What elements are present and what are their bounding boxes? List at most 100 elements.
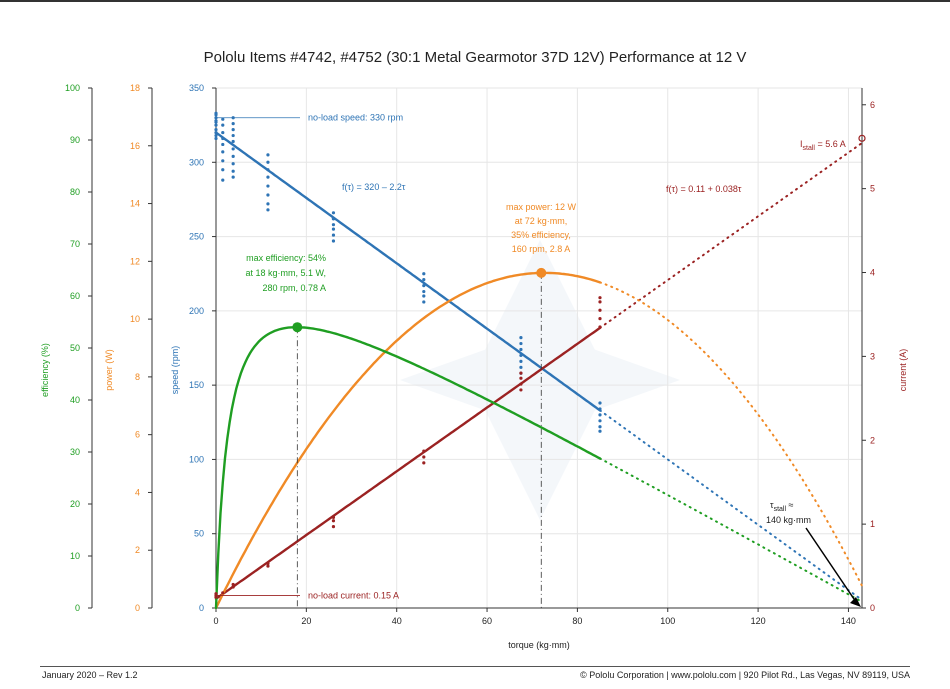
max-efficiency-label: max efficiency: 54%	[246, 253, 326, 263]
current-data-point	[519, 371, 523, 375]
speed-data-point	[598, 407, 602, 411]
speed-data-point	[266, 153, 270, 157]
current-data-point	[598, 296, 602, 300]
speed-data-point	[331, 233, 336, 237]
speed-data-point	[221, 168, 225, 172]
speed-data-point	[422, 300, 426, 304]
speed-data-point	[598, 419, 602, 423]
efficiency-tick-label: 0	[75, 603, 80, 613]
max-power-label: max power: 12 W	[506, 202, 577, 212]
x-tick-label: 100	[660, 616, 675, 626]
current-tick-label: 6	[870, 100, 875, 110]
no-load-speed-label: no-load speed: 330 rpm	[308, 113, 403, 123]
stall-torque-label: τstall ≈	[770, 500, 794, 513]
power-tick-label: 8	[135, 372, 140, 382]
efficiency-extrapolated-line	[599, 457, 863, 603]
speed-data-point	[266, 208, 270, 212]
stall-current-label: Istall = 5.6 A	[800, 139, 846, 152]
current-data-point	[598, 308, 602, 312]
speed-data-point	[598, 425, 602, 429]
speed-data-point	[519, 341, 523, 346]
power-tick-label: 4	[135, 487, 140, 497]
speed-data-point	[266, 168, 270, 172]
current-tick-label: 2	[870, 435, 875, 445]
speed-data-point	[519, 353, 523, 358]
efficiency-axis-label: efficiency (%)	[40, 343, 50, 397]
power-tick-label: 10	[130, 314, 140, 324]
speed-data-point	[598, 429, 602, 433]
current-axis-label: current (A)	[898, 349, 908, 392]
max-efficiency-label: at 18 kg·mm, 5.1 W,	[245, 268, 326, 278]
current-data-point	[221, 591, 225, 595]
power-axis-label: power (W)	[104, 349, 114, 391]
footer-company-address: © Pololu Corporation | www.pololu.com | …	[580, 670, 910, 680]
speed-data-point	[422, 272, 426, 276]
speed-data-point	[266, 193, 270, 197]
power-tick-label: 12	[130, 256, 140, 266]
current-data-point	[231, 585, 235, 589]
x-tick-label: 60	[482, 616, 492, 626]
x-tick-label: 0	[213, 616, 218, 626]
current-line	[214, 326, 602, 600]
speed-data-point	[331, 239, 336, 243]
speed-data-point	[266, 175, 270, 179]
current-data-point	[519, 388, 523, 392]
current-data-point	[331, 519, 336, 523]
speed-data-point	[231, 175, 235, 179]
speed-data-point	[231, 122, 235, 126]
speed-data-point	[231, 154, 235, 158]
speed-tick-label: 100	[189, 454, 204, 464]
speed-data-point	[266, 184, 270, 188]
speed-data-point	[214, 130, 218, 135]
current-data-point	[214, 592, 218, 596]
speed-data-point	[231, 133, 235, 138]
current-data-point	[598, 317, 602, 321]
footer-date-revision: January 2020 – Rev 1.2	[42, 670, 138, 680]
stall-torque-arrowhead	[850, 597, 861, 607]
speed-data-point	[331, 223, 336, 227]
speed-tick-label: 150	[189, 380, 204, 390]
x-tick-label: 20	[301, 616, 311, 626]
current-data-point	[422, 455, 426, 459]
speed-tick-label: 50	[194, 529, 204, 539]
efficiency-tick-label: 60	[70, 291, 80, 301]
speed-data-point	[422, 278, 426, 282]
power-tick-label: 18	[130, 83, 140, 93]
speed-data-point	[266, 160, 270, 164]
speed-data-point	[221, 136, 225, 141]
current-data-point	[519, 382, 523, 386]
footer-divider	[40, 666, 910, 667]
current-data-point	[422, 449, 426, 453]
current-data-point	[422, 461, 426, 465]
speed-data-point	[331, 227, 336, 231]
watermark-logo	[400, 240, 680, 520]
x-tick-label: 40	[392, 616, 402, 626]
speed-line	[214, 131, 602, 412]
speed-data-point	[221, 159, 225, 163]
speed-data-point	[422, 289, 426, 294]
current-tick-label: 1	[870, 519, 875, 529]
max-power-label: 160 rpm, 2.8 A	[512, 244, 571, 254]
current-data-point	[519, 376, 523, 380]
speed-tick-label: 350	[189, 83, 204, 93]
speed-data-point	[221, 142, 225, 147]
current-data-point	[266, 561, 270, 566]
speed-data-point	[519, 347, 523, 352]
power-tick-label: 0	[135, 603, 140, 613]
efficiency-tick-label: 80	[70, 187, 80, 197]
speed-data-point	[519, 336, 523, 340]
stall-current-point	[858, 134, 866, 142]
chart-title: Pololu Items #4742, #4752 (30:1 Metal Ge…	[204, 49, 747, 66]
current-tick-label: 0	[870, 603, 875, 613]
speed-data-point	[422, 284, 426, 288]
max-efficiency-point	[292, 322, 303, 333]
speed-data-point	[221, 150, 225, 154]
current-data-point	[266, 564, 270, 568]
current-data-point	[331, 525, 336, 529]
x-tick-label: 80	[572, 616, 582, 626]
speed-axis-label: speed (rpm)	[170, 346, 180, 395]
power-tick-label: 16	[130, 141, 140, 151]
speed-extrapolated-line	[599, 409, 863, 601]
speed-data-point	[214, 136, 218, 141]
